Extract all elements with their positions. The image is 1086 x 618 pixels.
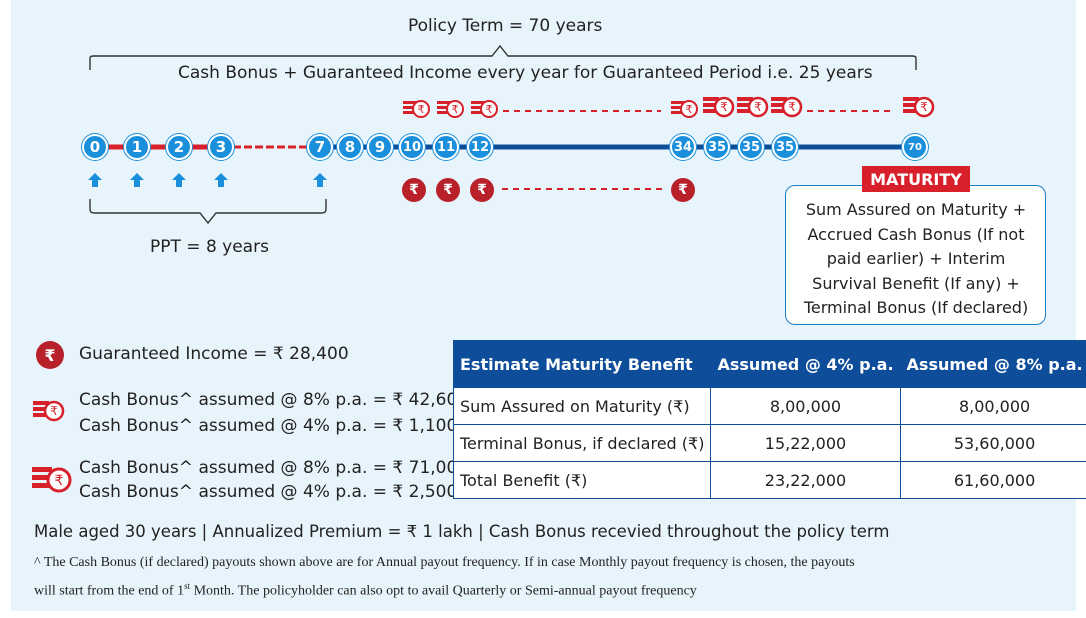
summary-text: Male aged 30 years | Annualized Premium …: [34, 522, 890, 541]
timeline-node: 35: [772, 134, 798, 160]
svg-text:₹: ₹: [720, 100, 728, 114]
table-row: Sum Assured on Maturity (₹) 8,00,000 8,0…: [452, 387, 1086, 425]
coin-stack-large-icon: ₹: [903, 96, 935, 118]
timeline-node: 70: [902, 134, 928, 160]
svg-text:₹: ₹: [50, 404, 58, 418]
legend-rupee-icon: ₹: [36, 341, 64, 369]
coin-stack-icon: ₹: [471, 100, 498, 118]
coin-stack-large-icon: ₹: [703, 96, 735, 118]
maturity-line: paid earlier) + Interim: [826, 249, 1006, 268]
ppt-label: PPT = 8 years: [150, 237, 269, 257]
table-cell: Total Benefit (₹): [452, 461, 712, 499]
svg-text:₹: ₹: [754, 100, 762, 114]
footnote-line-1: ^ The Cash Bonus (if declared) payouts s…: [34, 555, 855, 570]
table-cell: 61,60,000: [899, 461, 1086, 499]
policy-term-brace: [89, 44, 917, 70]
table-cell: 8,00,000: [710, 387, 901, 425]
maturity-line: Survival Benefit (If any) +: [812, 273, 1020, 293]
timeline-node: 0: [82, 134, 108, 160]
timeline-node: 12: [467, 134, 493, 160]
footnote-text: Month. The policyholder can also opt to …: [190, 583, 697, 599]
table-cell: Terminal Bonus, if declared (₹): [452, 424, 712, 462]
guaranteed-period-label: Cash Bonus + Guaranteed Income every yea…: [178, 63, 873, 83]
maturity-line: Accrued Cash Bonus (If not: [807, 224, 1025, 244]
timeline-node: 2: [166, 134, 192, 160]
maturity-line: Terminal Bonus (If declared): [803, 298, 1029, 317]
timeline-node: 35: [704, 134, 730, 160]
maturity-line: Sum Assured on Maturity +: [805, 200, 1027, 219]
table-cell: 23,22,000: [710, 461, 901, 499]
maturity-tag: MATURITY: [862, 166, 970, 192]
footnote-superscript: st: [184, 581, 191, 591]
rupee-icon: ₹: [470, 178, 494, 202]
svg-text:₹: ₹: [452, 103, 459, 116]
table-cell: 15,22,000: [710, 424, 901, 462]
timeline-node: 1: [124, 134, 150, 160]
cash-bonus-row: ₹ ₹ ₹ ₹ ₹ ₹ ₹ ₹: [403, 96, 935, 118]
svg-text:₹: ₹: [686, 103, 693, 116]
rupee-icon: ₹: [436, 178, 460, 202]
estimate-table: Estimate Maturity Benefit Assumed @ 4% p…: [452, 340, 1086, 499]
legend-cash-bonus-large-8: Cash Bonus^ assumed @ 8% p.a. = ₹ 71,000: [79, 458, 469, 478]
premium-arrow-icon: [88, 173, 102, 187]
timeline-node: 9: [367, 134, 393, 160]
table-header: Assumed @ 4% p.a.: [710, 340, 901, 388]
coin-stack-large-icon: ₹: [771, 96, 803, 118]
timeline-node: 34: [670, 134, 696, 160]
table-cell: 53,60,000: [899, 424, 1086, 462]
maturity-description: Sum Assured on Maturity + Accrued Cash B…: [790, 198, 1042, 321]
table-cell: Sum Assured on Maturity (₹): [452, 387, 712, 425]
timeline-node: 3: [208, 134, 234, 160]
table-row: Total Benefit (₹) 23,22,000 61,60,000: [452, 461, 1086, 499]
footnote-text: will start from the end of 1: [34, 583, 185, 599]
coin-stack-icon: ₹: [403, 100, 430, 118]
maturity-box: [785, 185, 1046, 325]
svg-text:₹: ₹: [920, 100, 928, 114]
coin-stack-icon: ₹: [437, 100, 464, 118]
timeline-node: 35: [738, 134, 764, 160]
premium-arrow-icon: [313, 173, 327, 187]
legend-coin-stack-icon: ₹: [33, 400, 65, 422]
svg-text:₹: ₹: [418, 103, 425, 116]
premium-arrow-icon: [214, 173, 228, 187]
table-header: Estimate Maturity Benefit: [452, 340, 712, 388]
timeline-node: 7: [307, 134, 333, 160]
table-header-row: Estimate Maturity Benefit Assumed @ 4% p…: [452, 340, 1086, 388]
svg-text:₹: ₹: [788, 100, 796, 114]
timeline-node: 8: [337, 134, 363, 160]
coin-stack-icon: ₹: [671, 100, 698, 118]
premium-arrow-icon: [172, 173, 186, 187]
legend-cash-bonus-small-8: Cash Bonus^ assumed @ 8% p.a. = ₹ 42,600: [79, 390, 469, 410]
timeline-node: 11: [433, 134, 459, 160]
table-header: Assumed @ 8% p.a.: [899, 340, 1086, 388]
svg-text:₹: ₹: [486, 103, 493, 116]
rupee-icon: ₹: [402, 178, 426, 202]
table-row: Terminal Bonus, if declared (₹) 15,22,00…: [452, 424, 1086, 462]
ppt-brace: [89, 199, 327, 225]
svg-text:₹: ₹: [55, 473, 64, 489]
policy-term-label: Policy Term = 70 years: [408, 16, 603, 36]
legend-coin-stack-large-icon: ₹: [32, 467, 72, 493]
premium-arrow-icon: [130, 173, 144, 187]
footnote-line-2: will start from the end of 1st Month. Th…: [34, 581, 697, 600]
timeline-node: 10: [399, 134, 425, 160]
legend-cash-bonus-large-4: Cash Bonus^ assumed @ 4% p.a. = ₹ 2,500: [79, 482, 458, 502]
rupee-icon: ₹: [671, 178, 695, 202]
table-cell: 8,00,000: [899, 387, 1086, 425]
legend-guaranteed-income: Guaranteed Income = ₹ 28,400: [79, 344, 349, 364]
income-dashed-line: [502, 188, 666, 190]
coin-stack-large-icon: ₹: [737, 96, 769, 118]
legend-cash-bonus-small-4: Cash Bonus^ assumed @ 4% p.a. = ₹ 1,100: [79, 416, 458, 436]
